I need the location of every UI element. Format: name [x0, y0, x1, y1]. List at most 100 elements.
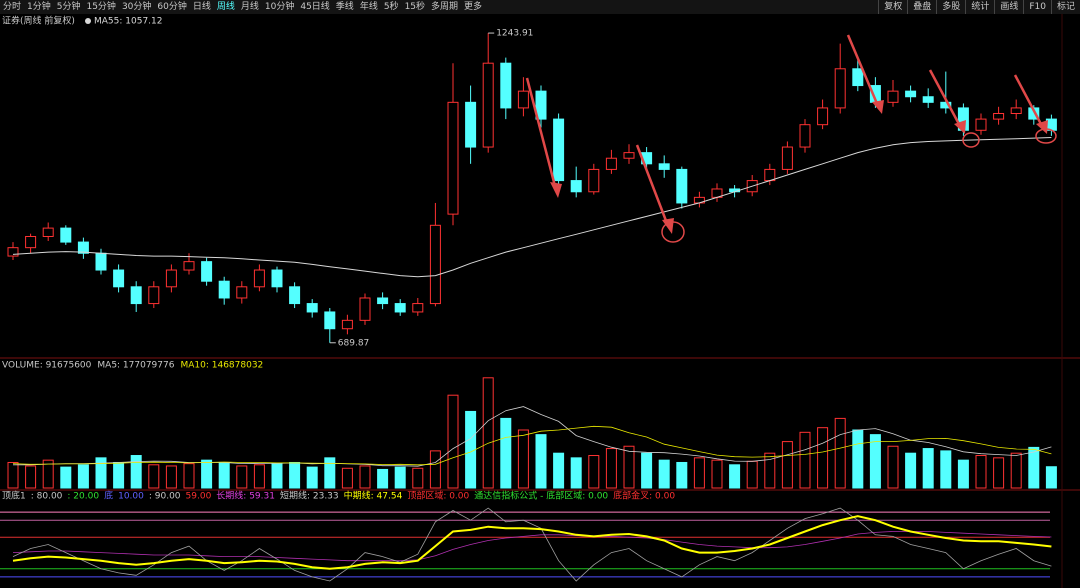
- candle-body: [993, 113, 1005, 120]
- volume-bar: [711, 459, 723, 489]
- low-label: 689.87: [338, 338, 370, 348]
- candle-body: [201, 261, 213, 282]
- volume-bar: [588, 455, 600, 489]
- period-tab[interactable]: 周线: [216, 2, 235, 12]
- candle-body: [852, 68, 864, 87]
- period-tab[interactable]: 5秒: [383, 2, 399, 12]
- period-tab[interactable]: 季线: [335, 2, 354, 12]
- arrow-head: [954, 120, 966, 134]
- volume-bar: [183, 463, 195, 489]
- volume-bar: [570, 457, 582, 489]
- volume-bar: [148, 464, 160, 489]
- tool-button[interactable]: 统计: [965, 0, 994, 14]
- volume-bar: [60, 466, 72, 489]
- candle-body: [412, 303, 424, 313]
- period-tab[interactable]: 更多: [464, 2, 483, 12]
- candle-body: [781, 146, 793, 170]
- arrow: [635, 144, 670, 227]
- volume-bar: [676, 461, 688, 489]
- tool-button[interactable]: 多股: [936, 0, 965, 14]
- volume-bar: [429, 450, 441, 489]
- volume-bar: [201, 459, 213, 489]
- volume-bar: [377, 468, 389, 489]
- candle-body: [535, 90, 547, 120]
- period-tab[interactable]: 15分钟: [86, 2, 116, 12]
- volume-bar: [641, 452, 653, 489]
- candle-body: [236, 286, 248, 299]
- candle-body: [817, 107, 829, 126]
- candle-body: [130, 286, 142, 305]
- indicator-header: 短期线: 23.33: [280, 490, 339, 502]
- arrow: [846, 34, 880, 107]
- volume-bar: [271, 463, 283, 489]
- candle-body: [975, 118, 987, 131]
- toolbar: 分时 1分钟 5分钟 15分钟 30分钟 60分钟 日线 周线 月线 10分钟 45日线 季线 年线 5秒…: [0, 0, 1080, 14]
- candle-body: [676, 168, 688, 204]
- period-tab[interactable]: 分时: [3, 2, 22, 12]
- chart-title: 证券(周线 前复权): [2, 15, 75, 27]
- candle-body: [148, 286, 160, 305]
- candle-body: [500, 62, 512, 109]
- candle-body: [60, 227, 72, 243]
- volume-bar: [957, 459, 969, 489]
- volume-bar: [394, 466, 406, 489]
- candle-body: [799, 124, 811, 148]
- circle: [661, 221, 685, 243]
- tool-button[interactable]: 画线: [994, 0, 1023, 14]
- volume-bar: [693, 457, 705, 489]
- indicator-header: 59.00: [186, 492, 212, 502]
- volume-header: MA5: 177079776: [97, 361, 174, 371]
- tool-button[interactable]: 叠盘: [907, 0, 936, 14]
- candle-body: [394, 303, 406, 313]
- candle-body: [922, 96, 934, 103]
- tool-button[interactable]: F10: [1023, 0, 1051, 14]
- volume-bar: [465, 410, 477, 489]
- volume-bar: [95, 457, 107, 489]
- indicator-line: [12, 515, 1052, 570]
- indicator-line: [12, 507, 1052, 582]
- circle: [962, 132, 980, 148]
- indicator-header: 顶底1: [2, 490, 26, 502]
- period-tab[interactable]: 多周期: [431, 2, 459, 12]
- volume-bar: [729, 464, 741, 489]
- ma-label: MA55: 1057.12: [94, 17, 162, 27]
- period-tab[interactable]: 日线: [192, 2, 211, 12]
- period-tab[interactable]: 15秒: [404, 2, 426, 12]
- arrow-head: [1036, 120, 1048, 134]
- period-tab[interactable]: 45日线: [300, 2, 330, 12]
- tool-button[interactable]: 复权: [878, 0, 907, 14]
- candle-body: [113, 269, 125, 288]
- period-tab[interactable]: 月线: [240, 2, 259, 12]
- volume-bar: [764, 452, 776, 489]
- period-tab[interactable]: 60分钟: [157, 2, 187, 12]
- tool-button[interactable]: 标记: [1050, 0, 1080, 14]
- volume-bar: [922, 448, 934, 489]
- candle-body: [482, 62, 494, 148]
- candle-body: [165, 269, 177, 288]
- volume-bar: [500, 417, 512, 489]
- volume-bar: [553, 452, 565, 489]
- volume-bar: [746, 460, 758, 489]
- period-tab[interactable]: 1分钟: [27, 2, 51, 12]
- volume-bar: [412, 467, 424, 489]
- volume-bar: [130, 455, 142, 489]
- candle-body: [905, 90, 917, 98]
- annotations: [525, 34, 1057, 243]
- period-tab[interactable]: 10分钟: [264, 2, 295, 12]
- volume-bar: [781, 441, 793, 489]
- period-tab[interactable]: 5分钟: [56, 2, 81, 12]
- candle-body: [7, 247, 19, 257]
- volume-bar: [517, 429, 529, 489]
- candle-body: [306, 303, 318, 313]
- indicator-line: [12, 531, 1052, 562]
- volume-bar: [605, 448, 617, 489]
- period-tab[interactable]: 年线: [359, 2, 378, 12]
- candle-body: [447, 101, 459, 215]
- candle-body: [623, 152, 635, 159]
- volume-bar: [623, 445, 635, 489]
- period-tab[interactable]: 30分钟: [121, 2, 152, 12]
- volume-header: MA10: 146878032: [180, 361, 263, 371]
- volume-bar: [7, 461, 19, 489]
- volume-bar: [975, 455, 987, 489]
